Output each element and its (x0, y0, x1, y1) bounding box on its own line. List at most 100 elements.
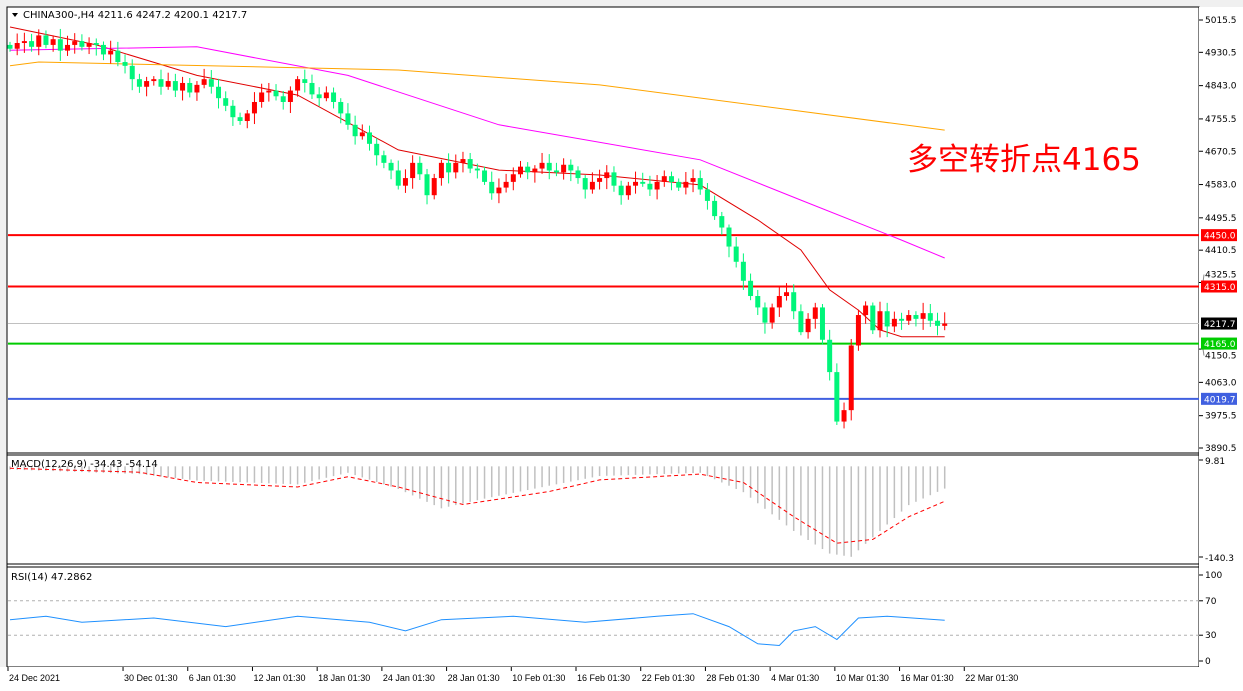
candle-body[interactable] (611, 172, 617, 186)
candle-body[interactable] (29, 41, 35, 47)
candle-body[interactable] (827, 339, 833, 373)
candle-body[interactable] (618, 185, 624, 196)
candle-body[interactable] (517, 166, 523, 175)
candle-body[interactable] (36, 35, 42, 47)
candle-body[interactable] (532, 168, 538, 173)
candle-body[interactable] (57, 39, 63, 51)
candle-body[interactable] (942, 323, 948, 326)
candle-body[interactable] (503, 181, 509, 188)
candle-body[interactable] (927, 313, 933, 321)
candle-body[interactable] (216, 86, 222, 99)
candle-body[interactable] (812, 307, 818, 319)
candle-body[interactable] (906, 315, 912, 321)
candle-body[interactable] (891, 318, 897, 327)
candle-body[interactable] (690, 178, 696, 182)
candle-body[interactable] (819, 307, 825, 340)
candle-body[interactable] (431, 178, 437, 196)
candle-body[interactable] (280, 96, 286, 102)
candle-body[interactable] (446, 162, 452, 173)
candle-body[interactable] (604, 172, 610, 179)
candle-body[interactable] (331, 92, 337, 102)
candle-body[interactable] (776, 296, 782, 308)
candle-body[interactable] (151, 79, 157, 82)
candle-body[interactable] (575, 170, 581, 179)
candle-body[interactable] (848, 345, 854, 411)
candle-body[interactable] (187, 82, 193, 93)
candle-body[interactable] (223, 98, 229, 106)
candle-body[interactable] (668, 176, 674, 182)
candle-body[interactable] (302, 79, 308, 83)
candle-body[interactable] (935, 320, 941, 326)
candle-body[interactable] (726, 227, 732, 247)
candle-body[interactable] (589, 181, 595, 190)
candle-body[interactable] (798, 311, 804, 333)
candle-body[interactable] (86, 43, 92, 47)
candle-body[interactable] (496, 187, 502, 194)
candle-body[interactable] (762, 307, 768, 323)
candle-body[interactable] (367, 132, 372, 144)
candle-body[interactable] (323, 92, 329, 99)
candle-body[interactable] (805, 318, 811, 333)
candle-body[interactable] (640, 181, 646, 184)
candle-body[interactable] (899, 318, 905, 321)
candle-body[interactable] (359, 132, 365, 137)
candle-body[interactable] (158, 79, 164, 87)
candle-body[interactable] (194, 84, 200, 93)
candle-body[interactable] (582, 178, 588, 190)
candle-body[interactable] (489, 181, 495, 194)
triangle-down-icon[interactable] (12, 13, 18, 17)
candle-body[interactable] (841, 410, 847, 422)
candle-body[interactable] (676, 181, 682, 188)
candle-body[interactable] (834, 372, 840, 422)
candle-body[interactable] (309, 82, 315, 95)
candle-body[interactable] (870, 305, 876, 331)
candle-body[interactable] (230, 105, 236, 118)
candle-body[interactable] (93, 43, 99, 45)
candle-body[interactable] (647, 183, 653, 190)
candle-body[interactable] (201, 79, 207, 85)
candle-body[interactable] (769, 307, 775, 323)
candle-body[interactable] (467, 159, 473, 169)
candle-body[interactable] (273, 90, 279, 97)
candle-body[interactable] (21, 41, 27, 44)
candle-body[interactable] (266, 90, 272, 93)
candle-body[interactable] (683, 181, 689, 188)
candle-body[interactable] (14, 43, 20, 49)
candle-body[interactable] (755, 296, 761, 308)
candle-body[interactable] (237, 117, 243, 122)
candle-body[interactable] (482, 170, 488, 182)
candle-body[interactable] (144, 81, 150, 87)
candle-body[interactable] (913, 315, 919, 319)
candle-body[interactable] (402, 178, 408, 186)
candle-body[interactable] (65, 44, 71, 51)
candle-body[interactable] (712, 200, 718, 217)
candle-body[interactable] (784, 292, 790, 297)
candle-body[interactable] (553, 170, 559, 173)
candle-body[interactable] (748, 280, 754, 297)
candle-body[interactable] (877, 311, 883, 331)
candle-body[interactable] (352, 124, 358, 137)
candle-body[interactable] (417, 162, 423, 175)
candle-body[interactable] (568, 164, 574, 171)
candle-body[interactable] (43, 35, 49, 45)
candle-body[interactable] (316, 94, 322, 99)
candle-body[interactable] (100, 44, 106, 55)
candle-body[interactable] (381, 155, 387, 163)
candle-body[interactable] (72, 41, 78, 45)
candle-body[interactable] (295, 79, 301, 91)
candle-body[interactable] (259, 92, 265, 102)
candle-body[interactable] (633, 181, 639, 186)
candle-body[interactable] (525, 166, 531, 173)
candle-body[interactable] (395, 170, 401, 186)
candle-body[interactable] (453, 162, 459, 173)
candle-body[interactable] (438, 162, 444, 179)
candle-body[interactable] (546, 162, 552, 171)
candle-body[interactable] (388, 162, 394, 171)
candle-body[interactable] (136, 79, 142, 87)
candle-body[interactable] (920, 313, 926, 319)
candle-body[interactable] (733, 246, 739, 262)
candle-body[interactable] (539, 162, 545, 169)
candle-body[interactable] (460, 159, 466, 163)
candle-body[interactable] (7, 44, 13, 49)
